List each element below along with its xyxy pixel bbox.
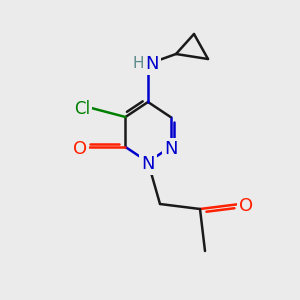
Text: O: O: [239, 197, 253, 215]
Text: O: O: [74, 140, 88, 158]
Text: N: N: [164, 140, 177, 158]
Text: N: N: [145, 55, 159, 73]
Text: N: N: [141, 155, 155, 173]
Text: Cl: Cl: [74, 100, 91, 118]
Text: H: H: [132, 56, 144, 71]
